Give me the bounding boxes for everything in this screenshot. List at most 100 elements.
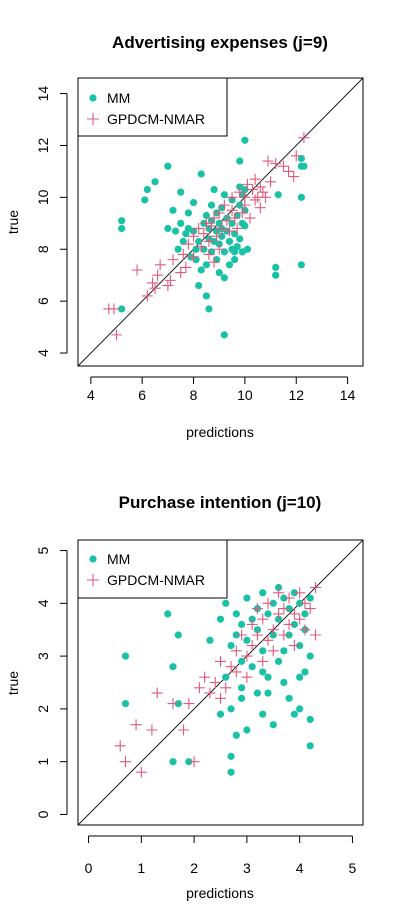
point-mm xyxy=(118,305,126,313)
point-gpdcm-nmar xyxy=(236,207,248,219)
point-gpdcm-nmar xyxy=(251,629,263,641)
chart-title: Purchase intention (j=10) xyxy=(119,493,322,512)
point-gpdcm-nmar xyxy=(146,277,158,289)
point-gpdcm-nmar xyxy=(195,241,207,253)
point-mm xyxy=(259,647,267,655)
point-gpdcm-nmar xyxy=(183,698,195,710)
point-gpdcm-nmar xyxy=(277,160,289,172)
point-mm xyxy=(259,589,267,597)
point-mm xyxy=(192,256,200,264)
point-mm xyxy=(238,620,246,629)
point-gpdcm-nmar xyxy=(199,671,211,683)
point-mm xyxy=(220,191,228,199)
point-gpdcm-nmar xyxy=(120,756,131,768)
point-gpdcm-nmar xyxy=(262,597,274,609)
legend: MM GPDCM-NMAR xyxy=(77,539,228,599)
point-mm xyxy=(225,237,234,246)
point-mm xyxy=(241,222,249,230)
point-gpdcm-nmar xyxy=(262,634,274,646)
point-gpdcm-nmar xyxy=(283,592,295,604)
legend-mm-label: MM xyxy=(107,90,130,106)
legend-gpdcm-marker xyxy=(87,574,99,586)
point-mm xyxy=(121,652,130,660)
data-points xyxy=(103,132,310,341)
point-mm xyxy=(206,636,214,644)
x-tick-label: 4 xyxy=(296,860,304,876)
legend-box xyxy=(77,539,228,599)
point-gpdcm-nmar xyxy=(246,640,258,652)
point-mm xyxy=(297,154,305,163)
point-gpdcm-nmar xyxy=(111,329,123,341)
point-gpdcm-nmar xyxy=(310,582,321,593)
point-gpdcm-nmar xyxy=(211,230,223,242)
y-axis-label: true xyxy=(5,210,21,234)
point-mm xyxy=(231,230,239,238)
point-gpdcm-nmar xyxy=(283,165,295,177)
point-mm xyxy=(243,726,251,734)
x-tick-label: 8 xyxy=(190,387,198,403)
point-mm xyxy=(184,209,193,217)
point-gpdcm-nmar xyxy=(262,155,274,167)
point-gpdcm-nmar xyxy=(249,173,261,185)
point-gpdcm-nmar xyxy=(244,212,256,224)
point-gpdcm-nmar xyxy=(208,256,220,268)
point-mm xyxy=(243,594,251,602)
point-mm xyxy=(297,193,305,201)
x-tick-label: 5 xyxy=(349,860,357,876)
y-tick-label: 5 xyxy=(35,546,51,554)
point-mm xyxy=(285,694,293,702)
y-tick-label: 3 xyxy=(35,652,51,660)
legend-mm-marker xyxy=(89,94,97,102)
point-gpdcm-nmar xyxy=(131,264,143,276)
point-gpdcm-nmar xyxy=(236,629,248,641)
point-mm xyxy=(297,261,305,269)
point-gpdcm-nmar xyxy=(230,645,242,657)
point-mm xyxy=(274,657,283,665)
point-gpdcm-nmar xyxy=(220,682,232,694)
point-mm xyxy=(164,162,172,170)
point-gpdcm-nmar xyxy=(270,158,282,170)
point-gpdcm-nmar xyxy=(193,222,205,234)
point-mm xyxy=(141,196,149,204)
point-gpdcm-nmar xyxy=(257,655,269,667)
point-gpdcm-nmar xyxy=(278,629,290,641)
x-tick-label: 3 xyxy=(243,860,251,876)
x-tick-label: 14 xyxy=(340,387,356,403)
y-tick-label: 12 xyxy=(35,137,51,153)
point-gpdcm-nmar xyxy=(267,624,279,636)
point-gpdcm-nmar xyxy=(141,290,153,302)
point-mm xyxy=(269,721,277,729)
point-mm xyxy=(306,715,314,724)
point-gpdcm-nmar xyxy=(299,624,311,636)
point-gpdcm-nmar xyxy=(299,597,311,609)
point-gpdcm-nmar xyxy=(241,671,253,683)
point-mm xyxy=(195,281,203,290)
point-mm xyxy=(177,188,185,196)
point-mm xyxy=(225,261,234,269)
point-gpdcm-nmar xyxy=(182,238,194,250)
point-mm xyxy=(280,678,288,687)
point-mm xyxy=(241,136,249,144)
point-mm xyxy=(143,185,151,194)
point-gpdcm-nmar xyxy=(283,618,295,630)
point-gpdcm-nmar xyxy=(206,220,218,232)
point-gpdcm-nmar xyxy=(167,254,179,266)
point-mm xyxy=(296,673,304,681)
point-mm xyxy=(233,243,241,251)
point-mm xyxy=(216,710,225,718)
point-mm xyxy=(296,705,304,713)
point-mm xyxy=(306,742,314,750)
x-tick-label: 2 xyxy=(190,860,198,876)
y-tick-label: 2 xyxy=(35,705,51,713)
point-mm xyxy=(179,237,187,246)
point-gpdcm-nmar xyxy=(226,204,238,216)
y-tick-label: 1 xyxy=(35,758,51,766)
point-gpdcm-nmar xyxy=(203,235,215,247)
point-gpdcm-nmar xyxy=(226,191,238,203)
point-gpdcm-nmar xyxy=(231,222,243,234)
point-mm xyxy=(121,700,130,708)
point-gpdcm-nmar xyxy=(251,603,263,615)
point-mm xyxy=(290,710,298,718)
point-mm xyxy=(301,668,309,676)
point-gpdcm-nmar xyxy=(130,719,142,731)
